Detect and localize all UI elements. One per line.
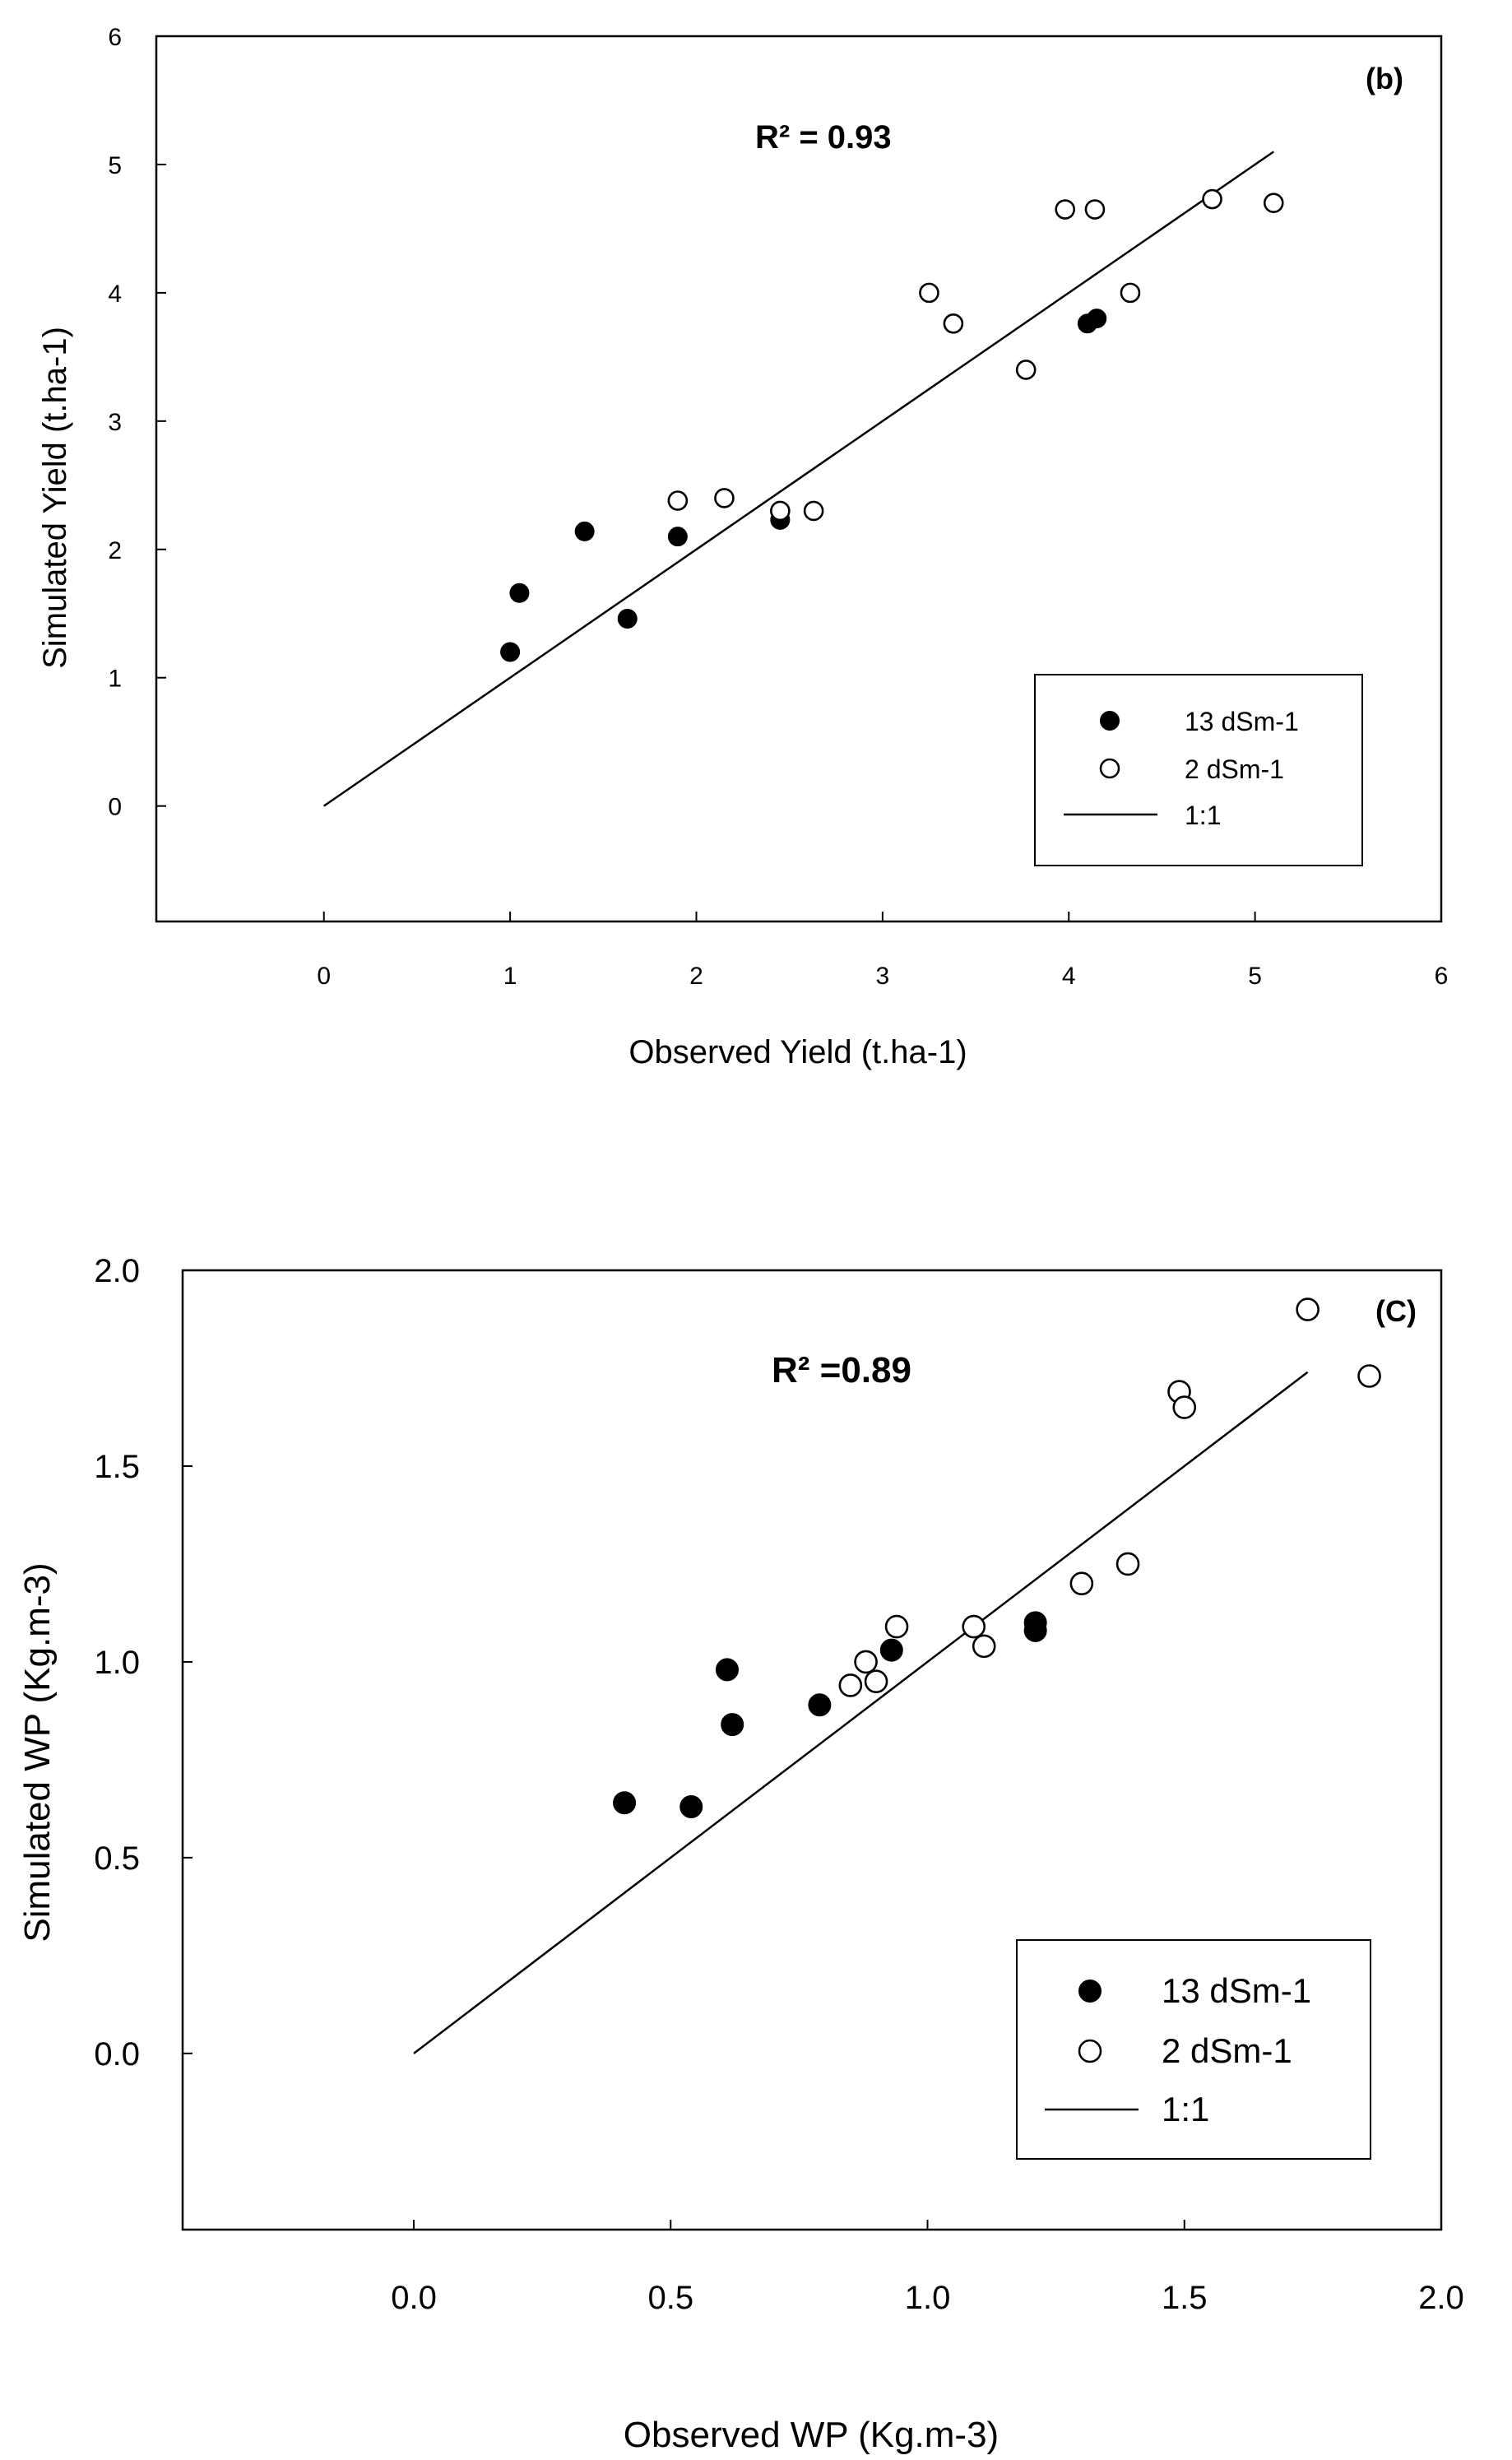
chart-c-point-2dsm <box>854 1650 878 1674</box>
chart-b-point-13dsm <box>1087 309 1107 329</box>
chart-b-point-2dsm <box>1202 188 1222 210</box>
chart-b: 0 1 2 3 4 5 6 0 1 2 3 4 5 6 (b) R² = 0.93 Observed Y… <box>37 24 1448 1070</box>
chart-b-x-axis: 0 1 2 3 4 5 6 <box>317 912 1448 990</box>
chart-c-legend-label-2: 2 dSm-1 <box>1162 2031 1292 2070</box>
chart-b-x-tick-label: 6 <box>1435 963 1449 990</box>
chart-b-y-tick-label: 3 <box>108 409 122 436</box>
chart-b-one-to-one-line <box>323 151 1274 807</box>
chart-b-y-tick-label: 6 <box>108 24 122 51</box>
chart-b-y-tick-label: 1 <box>108 666 122 693</box>
chart-b-x-axis-title: Observed Yield (t.ha-1) <box>628 1034 967 1070</box>
chart-c-y-tick-label: 0.5 <box>94 1840 140 1877</box>
chart-c-point-2dsm <box>1172 1395 1197 1419</box>
chart-b-y-tick-label: 5 <box>108 152 122 179</box>
chart-b-x-tick-label: 1 <box>503 963 517 990</box>
chart-b-point-2dsm <box>919 282 939 304</box>
chart-c-point-2dsm <box>864 1669 888 1694</box>
chart-b-legend: 13 dSm-1 2 dSm-1 1:1 <box>1034 674 1363 866</box>
chart-c-point-2dsm <box>972 1634 996 1659</box>
chart-c-point-13dsm <box>721 1713 744 1737</box>
chart-b-legend-label-13: 13 dSm-1 <box>1185 707 1299 736</box>
chart-c-legend: 13 dSm-1 2 dSm-1 1:1 <box>1016 1939 1371 2160</box>
chart-b-x-tick-label: 5 <box>1248 963 1262 990</box>
chart-c-legend-marker-filled <box>1078 1980 1102 2003</box>
chart-b-point-2dsm <box>1055 199 1076 220</box>
chart-b-point-2dsm <box>803 500 824 522</box>
chart-c-y-tick-label: 2.0 <box>94 1253 140 1289</box>
chart-b-x-tick-label: 0 <box>317 963 331 990</box>
chart-c-x-tick-label: 0.5 <box>647 2280 693 2316</box>
chart-b-y-axis-title: Simulated Yield (t.ha-1) <box>37 327 73 669</box>
chart-c-plot-frame <box>181 1269 1443 2231</box>
chart-b-y-tick-label: 0 <box>108 794 122 821</box>
chart-b-x-tick-label: 3 <box>876 963 890 990</box>
chart-c-y-tick-label: 1.0 <box>94 1645 140 1681</box>
chart-c-point-13dsm <box>808 1693 832 1717</box>
chart-c-point-13dsm <box>1023 1618 1047 1642</box>
chart-c-y-tick-label: 0.0 <box>94 2036 140 2072</box>
chart-b-legend-label-line: 1:1 <box>1185 801 1221 830</box>
chart-b-panel-label: (b) <box>1366 62 1403 95</box>
chart-c-x-axis-title: Observed WP (Kg.m-3) <box>624 2415 999 2455</box>
chart-c-legend-label-line: 1:1 <box>1162 2090 1209 2128</box>
chart-c-y-tick-label: 1.5 <box>94 1449 140 1485</box>
chart-c-point-2dsm <box>962 1614 986 1639</box>
chart-b-point-13dsm <box>509 583 530 603</box>
chart-b-point-2dsm <box>1084 199 1106 220</box>
chart-b-point-2dsm <box>1263 193 1284 214</box>
chart-c-x-tick-label: 0.0 <box>391 2280 437 2316</box>
chart-c-x-axis: 0.0 0.5 1.0 1.5 2.0 <box>391 2220 1464 2316</box>
chart-b-legend-marker-filled <box>1100 711 1120 731</box>
chart-c-point-2dsm <box>838 1673 863 1697</box>
chart-c-panel-label: (C) <box>1375 1294 1417 1328</box>
chart-b-point-2dsm <box>714 488 735 508</box>
chart-b-point-13dsm <box>574 521 595 541</box>
chart-c-legend-label-13: 13 dSm-1 <box>1162 1971 1311 2010</box>
chart-b-point-2dsm <box>943 313 964 334</box>
chart-b-x-tick-label: 2 <box>689 963 703 990</box>
chart-c-data-marks <box>413 1297 1381 2054</box>
chart-c-r-squared: R² =0.89 <box>772 1350 911 1390</box>
chart-b-data-marks <box>323 151 1284 807</box>
chart-c-point-13dsm <box>679 1795 703 1819</box>
chart-c-point-13dsm <box>879 1638 903 1662</box>
chart-b-plot-frame <box>155 35 1443 923</box>
chart-c: 0.0 0.5 1.0 1.5 2.0 0.0 0.5 1.0 1.5 2.0 (C) R² =… <box>17 1253 1464 2455</box>
chart-c-point-2dsm <box>1357 1364 1381 1388</box>
chart-b-r-squared: R² = 0.93 <box>755 119 892 155</box>
chart-c-x-tick-label: 1.5 <box>1162 2280 1208 2316</box>
chart-c-point-13dsm <box>715 1658 739 1682</box>
chart-b-legend-box <box>1034 674 1363 866</box>
chart-b-y-tick-label: 4 <box>108 281 122 308</box>
chart-c-legend-marker-open <box>1078 2039 1102 2063</box>
chart-b-x-tick-label: 4 <box>1062 963 1076 990</box>
chart-c-x-tick-label: 2.0 <box>1418 2280 1464 2316</box>
chart-b-point-13dsm <box>667 527 688 547</box>
chart-c-one-to-one-line <box>413 1371 1309 2054</box>
chart-c-y-axis-title: Simulated WP (Kg.m-3) <box>17 1562 58 1942</box>
chart-b-point-2dsm <box>770 500 791 522</box>
chart-c-legend-box <box>1016 1939 1371 2160</box>
chart-c-point-2dsm <box>1115 1552 1140 1576</box>
chart-b-y-axis: 0 1 2 3 4 5 6 <box>108 24 166 821</box>
chart-b-legend-label-2: 2 dSm-1 <box>1185 754 1284 784</box>
chart-c-point-13dsm <box>613 1791 637 1815</box>
chart-b-point-2dsm <box>1120 282 1141 304</box>
chart-c-point-2dsm <box>1296 1297 1320 1321</box>
chart-b-point-13dsm <box>617 608 638 629</box>
chart-c-point-2dsm <box>1069 1571 1094 1596</box>
chart-c-x-tick-label: 1.0 <box>905 2280 951 2316</box>
chart-c-y-axis: 0.0 0.5 1.0 1.5 2.0 <box>94 1253 192 2072</box>
chart-b-point-13dsm <box>500 642 521 662</box>
chart-c-point-2dsm <box>884 1614 909 1639</box>
chart-b-point-2dsm <box>1015 360 1037 380</box>
chart-b-y-tick-label: 2 <box>108 537 122 564</box>
chart-b-legend-marker-open <box>1099 758 1120 779</box>
chart-b-point-2dsm <box>667 490 689 511</box>
